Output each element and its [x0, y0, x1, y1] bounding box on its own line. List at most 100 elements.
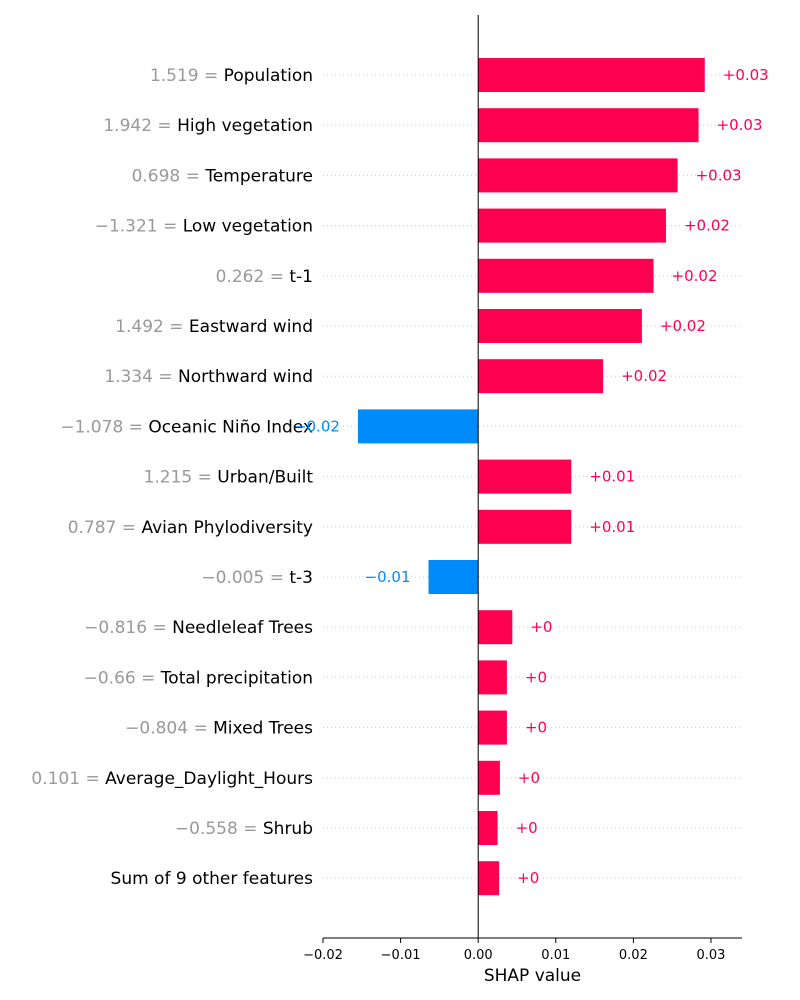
feature-label: 0.262 = t-1 [216, 267, 313, 287]
x-tick-label: −0.01 [381, 948, 421, 963]
feature-value: 0.787 [68, 518, 117, 538]
shap-bar [478, 359, 604, 394]
shap-bar [478, 459, 572, 494]
shap-bar [478, 811, 498, 845]
feature-label: −1.321 = Low vegetation [95, 217, 313, 237]
x-axis-title: SHAP value [484, 966, 581, 986]
feature-name: Mixed Trees [213, 719, 313, 739]
feature-name: Shrub [263, 819, 313, 839]
equals-sign: = [199, 66, 224, 86]
shap-bar [357, 409, 479, 444]
feature-label: 1.519 = Population [150, 66, 313, 86]
feature-label: Sum of 9 other features [111, 869, 314, 889]
shap-bar [478, 710, 507, 745]
feature-label: −0.804 = Mixed Trees [125, 719, 313, 739]
feature-label: −0.66 = Total precipitation [84, 668, 313, 688]
shap-bar [478, 58, 705, 92]
equals-sign: = [147, 618, 172, 638]
shap-bar [428, 560, 479, 594]
bar-value-label: +0 [516, 819, 538, 837]
feature-value: −0.804 [125, 719, 188, 739]
feature-label: 1.215 = Urban/Built [144, 468, 314, 488]
feature-name: Sum of 9 other features [111, 869, 314, 889]
equals-sign: = [192, 468, 217, 488]
feature-value: 0.101 [31, 769, 80, 789]
bar-value-label: +0.03 [723, 66, 769, 84]
x-tick-label: −0.02 [303, 948, 343, 963]
bar-value-label: +0.01 [589, 518, 635, 536]
equals-sign: = [164, 317, 189, 337]
shap-bar [478, 760, 500, 795]
equals-sign: = [136, 668, 161, 688]
feature-labels: 1.519 = Population 1.942 = High vegetatio… [31, 66, 313, 889]
shap-bar [478, 861, 500, 896]
feature-label: 0.787 = Avian Phylodiversity [68, 518, 313, 538]
x-tick-label: 0.00 [464, 948, 493, 963]
feature-value: −0.816 [84, 618, 147, 638]
equals-sign: = [264, 568, 289, 588]
feature-name: Avian Phylodiversity [141, 518, 313, 538]
feature-name: Average_Daylight_Hours [105, 769, 313, 789]
equals-sign: = [188, 719, 213, 739]
equals-sign: = [153, 367, 178, 387]
feature-name: Needleleaf Trees [172, 618, 313, 638]
bar-value-label: +0.01 [589, 468, 635, 486]
bar-value-label: +0.02 [621, 367, 667, 385]
feature-value: 0.698 [132, 166, 181, 186]
feature-value: 1.215 [144, 468, 193, 488]
feature-value: −0.005 [201, 568, 264, 588]
shap-bar [478, 309, 642, 343]
equals-sign: = [180, 166, 205, 186]
bar-value-label: +0 [525, 719, 547, 737]
feature-label: 1.942 = High vegetation [103, 116, 313, 136]
shap-bar [478, 660, 507, 695]
feature-label: −1.078 = Oceanic Niño Index [60, 417, 313, 437]
shap-bar [478, 158, 678, 193]
equals-sign: = [158, 217, 183, 237]
feature-name: t-3 [289, 568, 313, 588]
bar-value-label: +0.02 [684, 217, 730, 235]
shap-bar [478, 258, 654, 293]
feature-value: −0.66 [84, 668, 136, 688]
feature-name: Temperature [204, 166, 313, 186]
bar-value-label: +0.03 [717, 116, 763, 134]
bar-value-label: +0.02 [672, 267, 718, 285]
x-tick-label: 0.01 [541, 948, 570, 963]
feature-name: Northward wind [178, 367, 313, 387]
bar-value-label: +0.02 [660, 317, 706, 335]
feature-label: −0.558 = Shrub [175, 819, 313, 839]
bar-value-label: +0 [525, 668, 547, 686]
feature-name: Total precipitation [160, 668, 313, 688]
feature-label: 1.334 = Northward wind [104, 367, 313, 387]
feature-value: 1.334 [104, 367, 153, 387]
feature-label: −0.005 = t-3 [201, 568, 313, 588]
feature-label: 0.698 = Temperature [132, 166, 313, 186]
bar-value-label: −0.01 [365, 568, 411, 586]
equals-sign: = [152, 116, 177, 136]
feature-name: t-1 [289, 267, 313, 287]
feature-value: 1.519 [150, 66, 199, 86]
feature-value: −1.321 [95, 217, 158, 237]
bar-value-labels: +0.03 +0.03 +0.03 +0.02 +0.02 +0.02 +0.02 −0.02… [294, 66, 769, 887]
feature-name: High vegetation [177, 116, 313, 136]
shap-bar [478, 108, 699, 143]
equals-sign: = [264, 267, 289, 287]
feature-name: Low vegetation [183, 217, 313, 237]
bar-value-label: +0 [518, 769, 540, 787]
bars [357, 58, 705, 896]
equals-sign: = [238, 819, 263, 839]
shap-bar [478, 509, 572, 544]
feature-name: Oceanic Niño Index [148, 417, 313, 437]
feature-value: 0.262 [216, 267, 265, 287]
bar-value-label: −0.02 [294, 417, 340, 435]
feature-name: Population [224, 66, 313, 86]
bar-value-label: +0 [517, 869, 539, 887]
x-axis: −0.02 −0.01 0.00 0.01 0.02 0.03 [303, 937, 742, 963]
feature-label: −0.816 = Needleleaf Trees [84, 618, 313, 638]
feature-value: −1.078 [60, 417, 123, 437]
bar-value-label: +0.03 [696, 166, 742, 184]
shap-bar [478, 208, 666, 243]
x-tick-label: 0.02 [619, 948, 648, 963]
equals-sign: = [80, 769, 105, 789]
